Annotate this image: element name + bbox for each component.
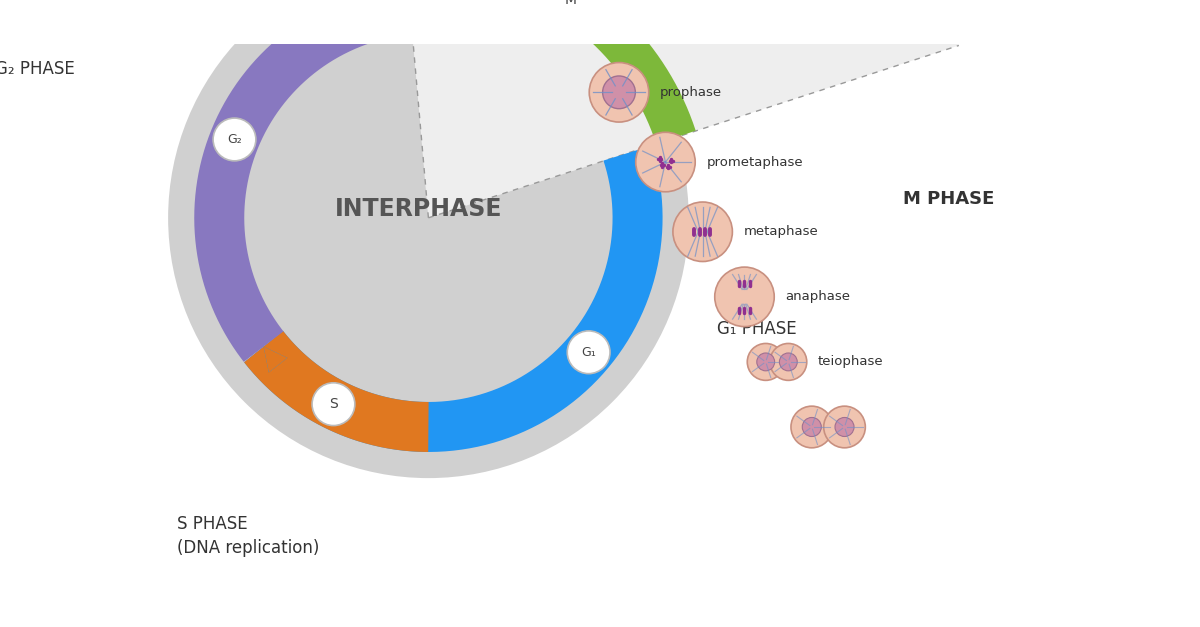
Text: G₂ PHASE: G₂ PHASE (0, 60, 76, 78)
Text: S: S (329, 397, 338, 411)
Circle shape (168, 0, 689, 478)
Circle shape (214, 118, 256, 161)
Text: G₂: G₂ (227, 133, 242, 146)
Text: G₁ PHASE: G₁ PHASE (716, 320, 797, 339)
Circle shape (780, 353, 797, 371)
Circle shape (757, 353, 775, 371)
Circle shape (312, 383, 355, 426)
Text: S PHASE
(DNA replication): S PHASE (DNA replication) (178, 515, 319, 557)
Text: prophase: prophase (660, 86, 722, 99)
Circle shape (791, 406, 833, 448)
Text: INTERPHASE: INTERPHASE (335, 196, 503, 221)
Text: teiophase: teiophase (818, 356, 883, 369)
Text: metaphase: metaphase (744, 225, 818, 238)
Circle shape (673, 202, 732, 261)
Circle shape (548, 0, 592, 21)
Wedge shape (402, 0, 720, 218)
Circle shape (748, 344, 784, 381)
Text: M: M (564, 0, 576, 6)
Text: M PHASE: M PHASE (902, 190, 994, 208)
Circle shape (636, 132, 695, 192)
Circle shape (602, 76, 635, 108)
Circle shape (770, 344, 806, 381)
Text: prometaphase: prometaphase (707, 155, 803, 169)
Circle shape (803, 418, 821, 436)
Circle shape (568, 331, 610, 374)
Text: anaphase: anaphase (785, 290, 851, 303)
Wedge shape (379, 0, 959, 218)
Circle shape (823, 406, 865, 448)
Circle shape (715, 267, 774, 327)
Circle shape (589, 63, 649, 122)
Text: G₁: G₁ (581, 345, 596, 359)
Circle shape (835, 418, 854, 436)
